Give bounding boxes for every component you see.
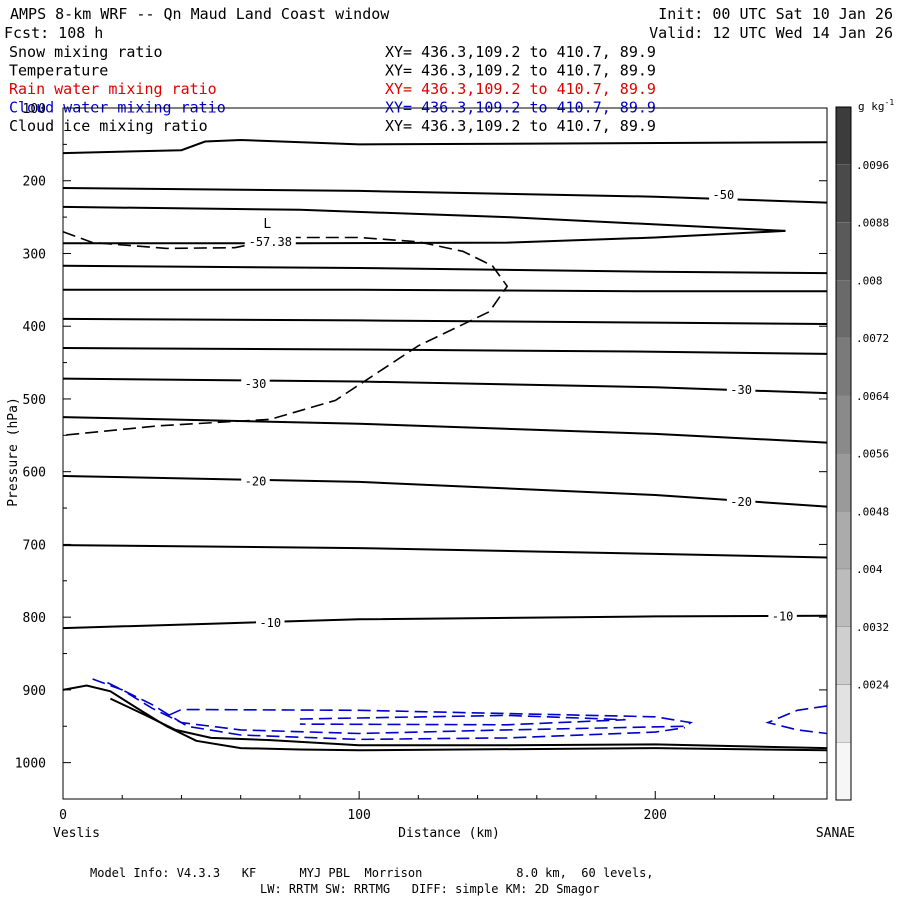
colorbar-label: .0048: [856, 505, 889, 518]
colorbar-segment: [835, 684, 852, 743]
colorbar-label: .0096: [856, 159, 889, 172]
y-tick-label: 1000: [15, 757, 46, 772]
y-tick-label: 200: [23, 175, 46, 190]
colorbar-segment: [835, 280, 852, 339]
temperature-contour: [62, 205, 786, 232]
colorbar-label: .0072: [856, 332, 889, 345]
colorbar-segment: [835, 395, 852, 454]
x-tick-label: 200: [644, 808, 667, 823]
forecast-hour: Fcst: 108 h: [4, 24, 103, 42]
y-tick-label: 400: [23, 320, 46, 335]
temperature-contour: [62, 187, 828, 204]
temperature-contour: [63, 288, 827, 293]
y-tick-label: 700: [23, 538, 46, 553]
temperature-contour: [63, 229, 786, 245]
field-xy: XY= 436.3,109.2 to 410.7, 89.9: [385, 117, 656, 135]
temperature-contour: [62, 416, 828, 444]
contour-label-bg: [726, 381, 756, 396]
temperature-contour: [62, 138, 828, 155]
contour-label-bg: [241, 375, 270, 390]
colorbar-label: .008: [856, 274, 883, 287]
map-title: AMPS 8-km WRF -- Qn Maud Land Coast wind…: [10, 5, 390, 23]
field-xy: XY= 436.3,109.2 to 410.7, 89.9: [385, 80, 656, 98]
contour-label-bg: [256, 615, 285, 630]
cloud-water-contour: [92, 678, 694, 735]
field-name: Rain water mixing ratio: [9, 80, 217, 98]
y-tick-label: 900: [23, 684, 46, 699]
contour-label-bg: [709, 186, 738, 201]
field-name: Cloud ice mixing ratio: [9, 117, 208, 135]
temperature-contour: [62, 377, 828, 395]
contour-label: -10: [259, 616, 281, 630]
field-xy: XY= 436.3,109.2 to 410.7, 89.9: [385, 62, 656, 80]
y-tick-label: 800: [23, 611, 46, 626]
temperature-contour: [62, 614, 828, 630]
plot-frame: [62, 107, 828, 800]
cloud-water-contour: [107, 681, 686, 741]
cloud-water-contour: [765, 705, 828, 735]
left-endpoint-label: Veslis: [53, 826, 100, 841]
colorbar-frame: [835, 106, 852, 801]
colorbar-segment: [835, 742, 852, 801]
y-tick-label: 100: [23, 102, 46, 117]
colorbar-segment: [835, 626, 852, 685]
model-physics: LW: RRTM SW: RRTMG DIFF: simple KM: 2D S…: [260, 882, 600, 896]
init-time: Init: 00 UTC Sat 10 Jan 26: [658, 5, 893, 23]
x-tick-label: 0: [59, 808, 67, 823]
colorbar-segment: [835, 453, 852, 512]
colorbar-segment: [835, 164, 852, 223]
contour-label-bg: [726, 493, 756, 508]
ice-contour-dashed: [62, 230, 509, 437]
field-name: Snow mixing ratio: [9, 43, 163, 61]
colorbar-segment: [835, 337, 852, 396]
terrain-contour: [109, 697, 828, 750]
contour-label: -30: [730, 383, 752, 397]
axis-ticks: 100 200 300 400 500 600 700 800 900 1000 0 100 200: [15, 102, 827, 823]
terrain-contour: [62, 684, 828, 752]
temperature-contour: [62, 317, 828, 325]
contour-label: -50: [713, 188, 735, 202]
contour-label-bg: [241, 473, 270, 488]
colorbar: .0096 .0088 .008 .0072 .0064 .0056 .0048 .004 .0…: [835, 106, 889, 801]
colorbar-label: .0088: [856, 217, 889, 230]
field-xy: XY= 436.3,109.2 to 410.7, 89.9: [385, 43, 656, 61]
contour-label-bg: [244, 234, 296, 249]
contour-label: -20: [245, 474, 267, 488]
contour-label: -57.38: [249, 235, 292, 249]
colorbar-segment: [835, 568, 852, 627]
colorbar-segment: [835, 222, 852, 281]
temperature-contour: [62, 347, 828, 355]
x-axis-label: Distance (km): [398, 826, 500, 841]
colorbar-units: g kg-1: [858, 98, 894, 113]
y-tick-label: 500: [23, 393, 46, 408]
minimum-marker: L: [263, 217, 271, 232]
temperature-contour: [62, 475, 828, 508]
contour-label-bg: [768, 608, 797, 623]
colorbar-segment: [835, 511, 852, 570]
contour-label: -30: [245, 377, 267, 391]
model-info: Model Info: V4.3.3 KF MYJ PBL Morrison 8…: [90, 866, 654, 880]
right-endpoint-label: SANAE: [816, 826, 855, 841]
valid-time: Valid: 12 UTC Wed 14 Jan 26: [649, 24, 893, 42]
y-tick-label: 600: [23, 466, 46, 481]
field-legend: Snow mixing ratio XY= 436.3,109.2 to 410.…: [9, 43, 656, 135]
field-name: Temperature: [9, 62, 108, 80]
colorbar-label: .0064: [856, 390, 889, 403]
temperature-contour: [62, 264, 828, 275]
colorbar-segment: [835, 106, 852, 165]
contour-label: -10: [772, 610, 794, 624]
colorbar-label: .004: [856, 563, 883, 576]
colorbar-label: .0056: [856, 448, 889, 461]
cloud-water-contour: [299, 714, 626, 726]
colorbar-label: .0032: [856, 621, 889, 634]
colorbar-label: .0024: [856, 679, 889, 692]
y-axis-label: Pressure (hPa): [6, 397, 21, 507]
temperature-contour: [62, 544, 828, 559]
contour-label: -20: [730, 495, 752, 509]
x-tick-label: 100: [347, 808, 370, 823]
y-tick-label: 300: [23, 247, 46, 262]
